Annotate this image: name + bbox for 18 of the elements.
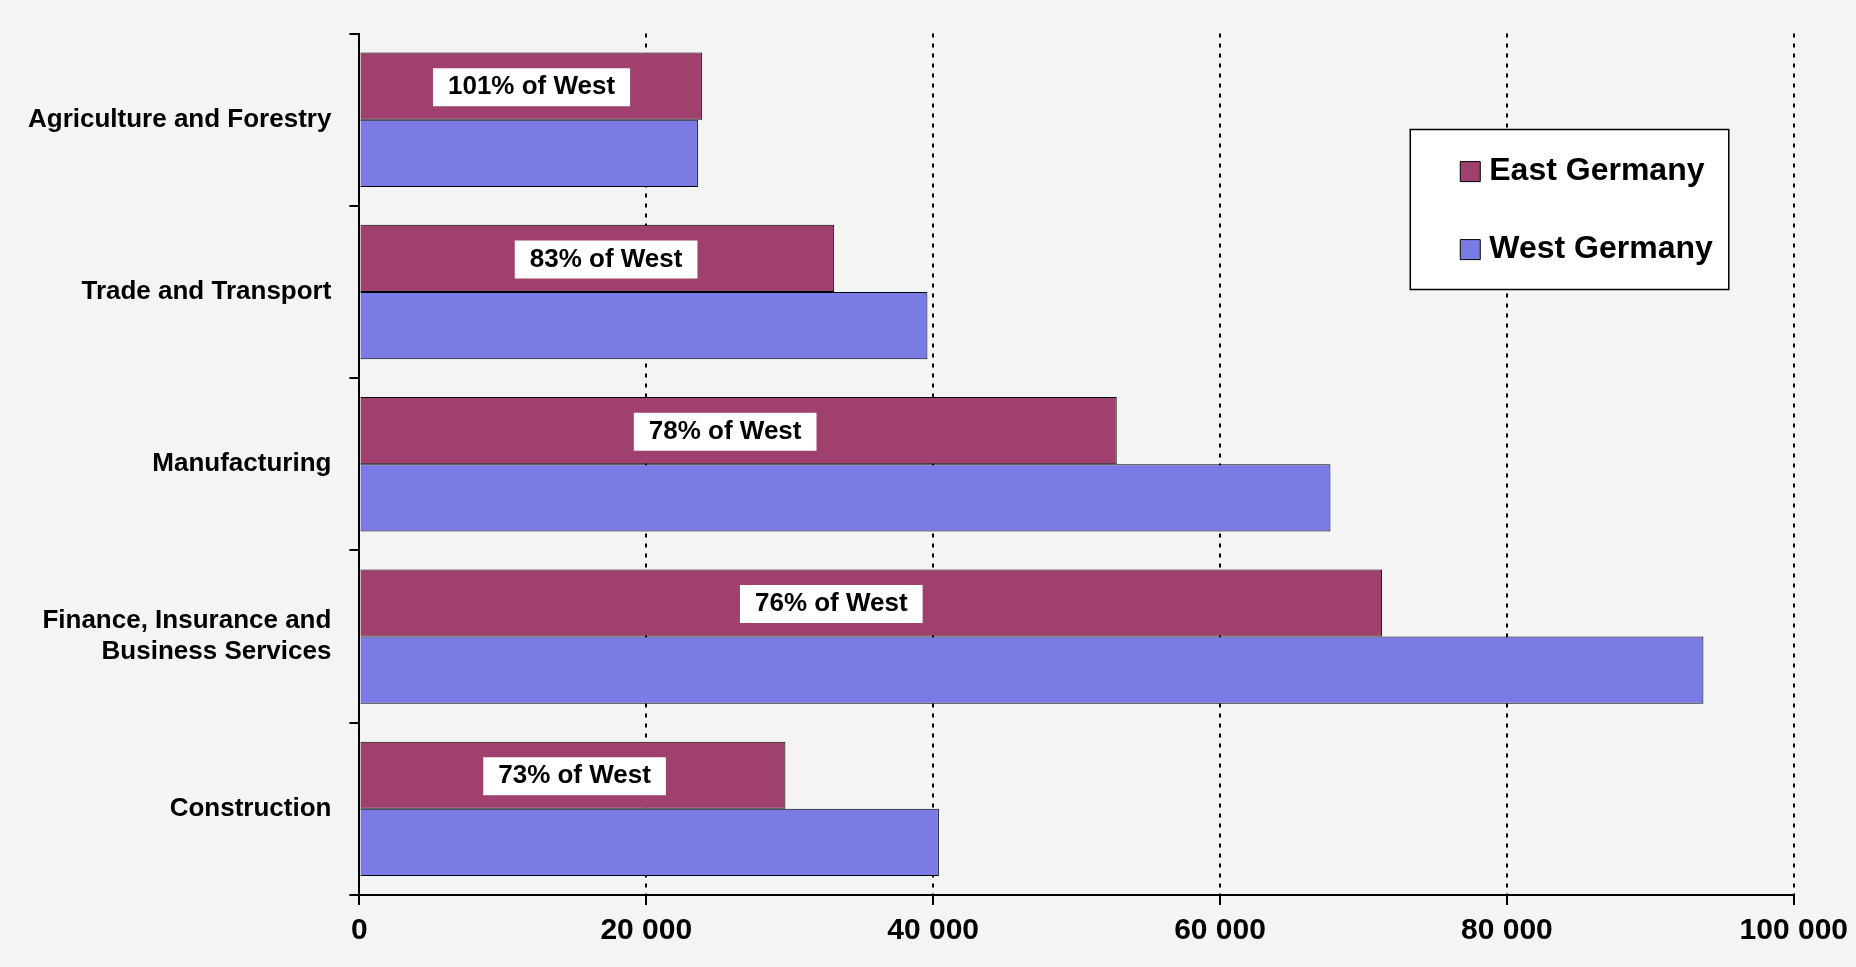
x-tick-label: 20 000 bbox=[600, 912, 693, 946]
x-tick-label: 100 000 bbox=[1739, 912, 1849, 946]
annotation: 78% of West bbox=[648, 414, 802, 445]
x-tick-label: 60 000 bbox=[1174, 912, 1266, 946]
x-tick-label: 40 000 bbox=[887, 912, 980, 946]
legend-label: East Germany bbox=[1489, 151, 1705, 188]
x-tick-label: 80 000 bbox=[1461, 912, 1553, 946]
x-tick-label: 0 bbox=[351, 912, 368, 946]
annotation: 73% of West bbox=[498, 759, 652, 790]
y-tick-label: Manufacturing bbox=[152, 447, 332, 478]
annotation: 83% of West bbox=[529, 242, 683, 273]
y-tick-label: Agriculture and Forestry bbox=[27, 102, 332, 133]
y-tick-label: Construction bbox=[169, 792, 332, 823]
y-tick-label: Finance, Insurance and Business Services bbox=[42, 604, 332, 666]
y-tick-label: Trade and Transport bbox=[81, 275, 332, 306]
annotation: 76% of West bbox=[754, 587, 908, 618]
annotation: 101% of West bbox=[447, 70, 616, 101]
legend-label: West Germany bbox=[1489, 229, 1713, 266]
